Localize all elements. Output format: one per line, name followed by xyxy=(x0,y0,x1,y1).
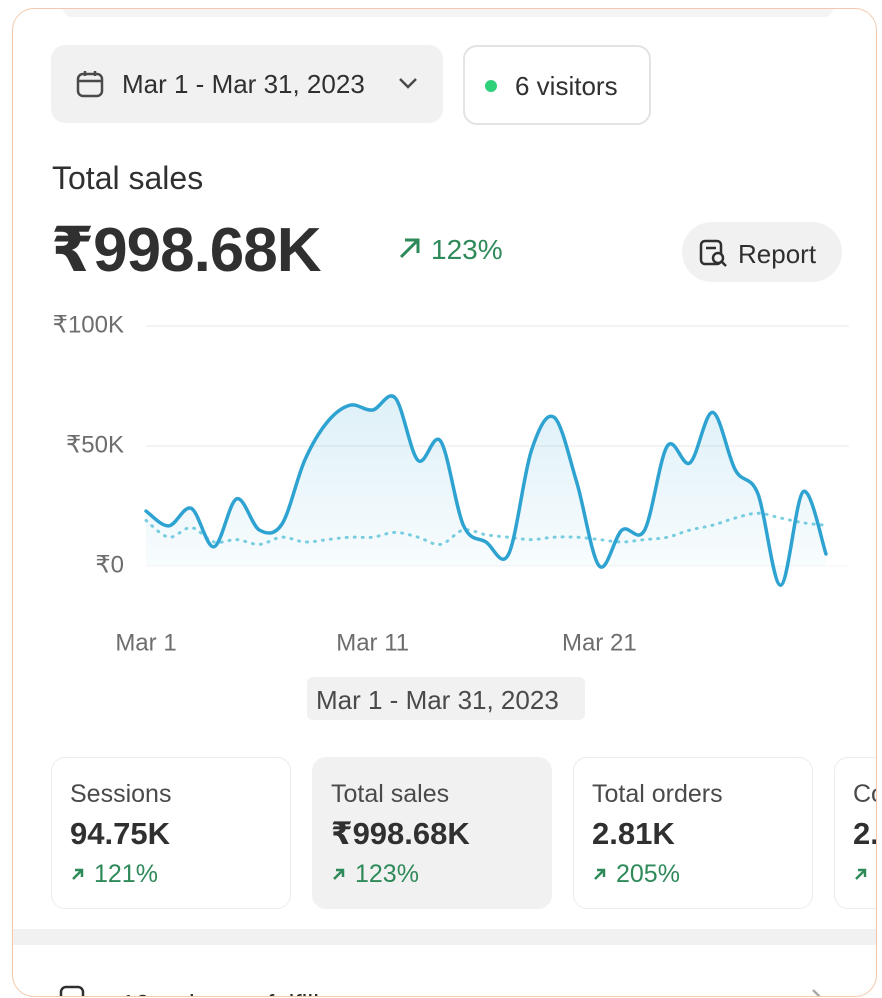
metric-value: 2. xyxy=(853,816,877,851)
visitors: 6 visitors xyxy=(515,71,618,101)
metric-label: Sessions xyxy=(70,780,172,808)
y-tick-label: ₹0 xyxy=(95,551,124,578)
metric-change-value: 205% xyxy=(616,860,680,888)
report-button[interactable]: Report xyxy=(682,222,842,282)
metric-card[interactable]: Total orders 2.81K 205% xyxy=(573,757,813,909)
metric-change: 205% xyxy=(592,860,680,889)
up-arrow xyxy=(399,238,420,259)
summary-change: 123% xyxy=(431,234,503,265)
metric-change-value: 123% xyxy=(355,860,419,888)
metric-change: 123% xyxy=(331,860,419,889)
line-solid xyxy=(144,394,828,587)
report-label: Report xyxy=(738,239,817,269)
metric-change xyxy=(853,860,876,889)
calendar-icon xyxy=(76,71,104,98)
up-arrow xyxy=(855,868,867,880)
date-picker[interactable]: Mar 1 - Mar 31, 2023 xyxy=(51,45,443,123)
task-icon xyxy=(59,985,85,996)
metric-label: Total sales xyxy=(331,780,450,808)
metric-change: 121% xyxy=(70,860,158,889)
metric-label: Total orders xyxy=(592,780,723,808)
metric-label: Co xyxy=(853,780,876,808)
x-tick-label: Mar 11 xyxy=(336,629,409,656)
metric-card[interactable]: Sessions 94.75K 121% xyxy=(51,757,291,909)
task-row[interactable]: 10 orders to fulfill xyxy=(13,945,876,996)
metric-card[interactable]: Co 2. xyxy=(834,757,877,909)
live-dot xyxy=(485,80,497,92)
analytics-card: Mar 1 - Mar 31, 2023 6 visitors Total sa… xyxy=(12,8,877,997)
summary-value: ₹998.68K xyxy=(51,216,322,285)
x-tick-label: Mar 1 xyxy=(115,629,176,656)
report-icon xyxy=(699,239,727,267)
up-arrow xyxy=(333,868,345,880)
metric-value: ₹998.68K xyxy=(331,816,470,851)
chart-date-label: Mar 1 - Mar 31, 2023 xyxy=(316,685,559,715)
area xyxy=(146,395,826,586)
visitors-button[interactable]: 6 visitors xyxy=(463,45,651,125)
metric-change-value: 121% xyxy=(94,860,158,888)
up-arrow xyxy=(72,868,84,880)
up-arrow xyxy=(594,868,606,880)
chevron-down xyxy=(399,78,417,89)
x-tick-label: Mar 21 xyxy=(562,629,637,656)
metric-value: 94.75K xyxy=(70,816,170,851)
divider xyxy=(13,929,876,945)
y-tick-label: ₹50K xyxy=(66,431,124,458)
date-range: Mar 1 - Mar 31, 2023 xyxy=(122,69,365,99)
chart-date-chip: Mar 1 - Mar 31, 2023 xyxy=(307,677,585,720)
summary-label: Total sales xyxy=(52,160,204,196)
task-label: 10 orders to fulfill xyxy=(121,989,319,996)
scroll-remnant xyxy=(63,9,833,17)
y-tick-label: ₹100K xyxy=(53,311,124,338)
metric-value: 2.81K xyxy=(592,816,675,851)
metric-card[interactable]: Total sales ₹998.68K 123% xyxy=(312,757,552,909)
chevron-right xyxy=(812,989,821,996)
sales-chart: ₹0 ₹50K ₹100K Mar 1 Mar 11 Mar 21 xyxy=(53,311,849,656)
